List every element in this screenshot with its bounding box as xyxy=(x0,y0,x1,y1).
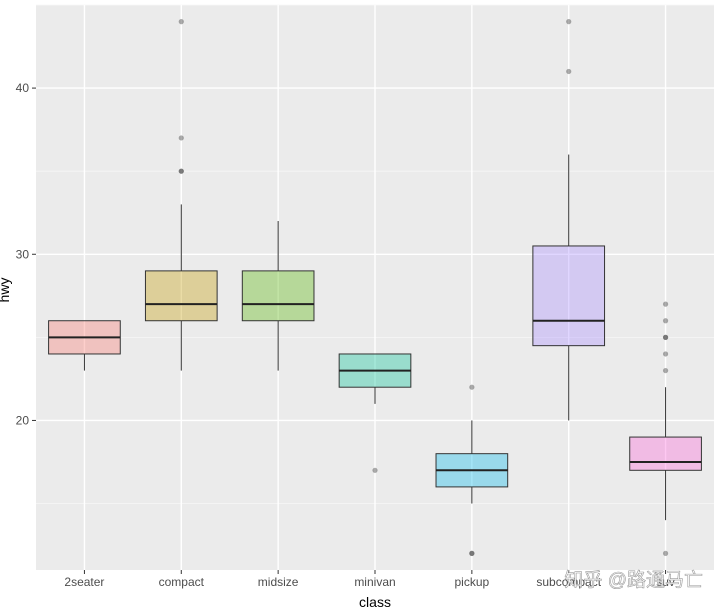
x-tick-label: 2seater xyxy=(64,575,104,589)
outlier-point xyxy=(469,550,475,556)
box-group-pickup xyxy=(435,384,509,556)
gridlines xyxy=(36,4,714,570)
watermark: 知乎 @路通马亡 xyxy=(564,569,703,591)
box-group-minivan xyxy=(338,353,412,473)
box xyxy=(532,245,606,347)
outlier-point xyxy=(662,318,669,324)
boxes xyxy=(48,19,702,556)
x-tick-label: suv xyxy=(656,575,675,589)
box-group-2seater xyxy=(48,320,121,371)
y-axis-title: hwy xyxy=(0,278,12,303)
y-tick-label: 30 xyxy=(16,247,30,261)
box xyxy=(144,270,218,322)
axes: 20 30 40 2seater compact midsize minivan pickup… xyxy=(16,81,675,589)
box-group-midsize xyxy=(241,221,315,371)
outlier-point xyxy=(178,19,184,25)
x-tick-label: minivan xyxy=(354,575,395,589)
outlier-point xyxy=(178,168,184,174)
outlier-point xyxy=(566,19,572,25)
x-tick-label: subcompact xyxy=(536,575,601,589)
outlier-point xyxy=(662,334,669,340)
outlier-point xyxy=(662,301,669,307)
outlier-point xyxy=(662,334,669,340)
outlier-point xyxy=(469,384,475,390)
outlier-point xyxy=(566,68,572,75)
outlier-point xyxy=(662,550,669,556)
outlier-point xyxy=(178,168,184,174)
y-tick-label: 20 xyxy=(16,413,30,427)
outlier-point xyxy=(178,135,184,141)
y-tick-label: 40 xyxy=(16,81,30,95)
x-tick-label: pickup xyxy=(455,575,490,589)
outlier-point xyxy=(662,367,669,374)
box-group-suv xyxy=(629,301,702,556)
box-group-subcompact xyxy=(532,19,606,421)
outlier-point xyxy=(469,550,475,556)
box-group-compact xyxy=(144,19,218,371)
x-tick-label: midsize xyxy=(258,575,299,589)
box xyxy=(241,270,315,322)
box xyxy=(629,436,702,471)
outlier-point xyxy=(372,467,378,473)
outlier-point xyxy=(662,351,669,357)
x-tick-label: compact xyxy=(159,575,205,589)
x-axis-title: class xyxy=(359,594,391,610)
